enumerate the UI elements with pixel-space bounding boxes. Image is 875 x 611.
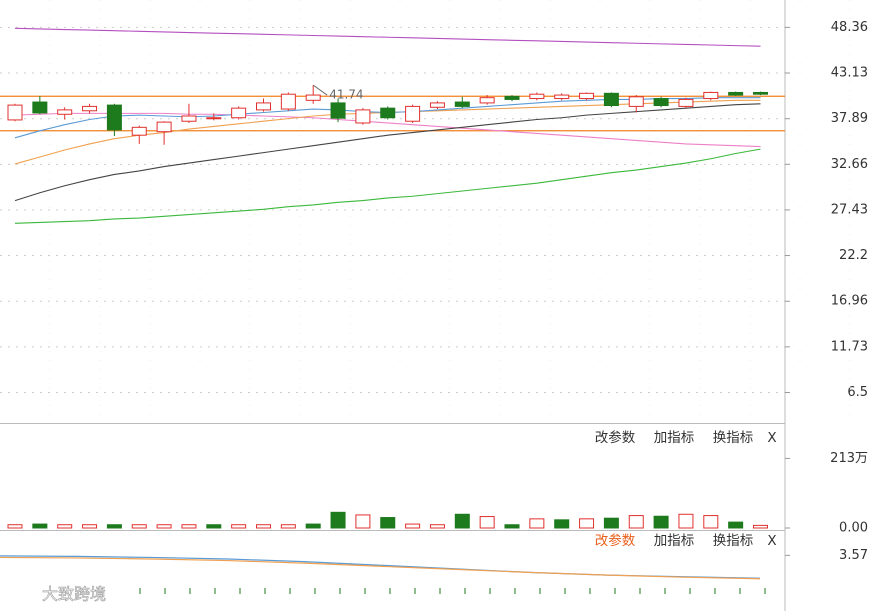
indicator-button[interactable]: X [767, 430, 776, 446]
ma-line [14, 148, 761, 224]
ma-line [14, 27, 761, 47]
indicator-button[interactable]: 改参数 [595, 429, 636, 446]
candle-body [753, 91, 768, 95]
candle-body [703, 91, 719, 100]
volume-bar [728, 521, 744, 529]
volume-bar [454, 513, 470, 529]
y-tick-label: 37.89 [831, 111, 868, 126]
candle-body [355, 109, 371, 124]
indicator-line [0, 556, 761, 580]
indicator-button[interactable]: 换指标 [713, 533, 754, 549]
candle-body [628, 96, 644, 107]
candle-body [305, 94, 321, 101]
volume-bar [554, 519, 570, 529]
candle-body [206, 117, 222, 120]
candle-body [653, 98, 669, 107]
candle-body [405, 105, 421, 122]
volume-bar [181, 524, 197, 529]
volume-bar [405, 523, 421, 529]
y-tick-label: 16.96 [831, 294, 868, 309]
volume-bar [603, 517, 619, 529]
y-tick-label: 0.00 [839, 521, 868, 536]
volume-bar [504, 524, 520, 529]
y-tick-label: 22.2 [839, 248, 868, 263]
candle-body [579, 92, 595, 100]
volume-bar [82, 524, 98, 529]
y-tick-label: 213万 [830, 451, 868, 466]
volume-bar [57, 524, 73, 529]
y-tick-label: 27.43 [831, 202, 868, 217]
indicator-button[interactable]: 换指标 [713, 430, 754, 446]
watermark: 大致跨境 [42, 585, 106, 604]
candle-body [429, 102, 445, 108]
candle-body [554, 94, 570, 100]
volume-bar [131, 524, 147, 529]
volume-bar [429, 524, 445, 529]
volume-bar [653, 515, 669, 529]
candle-body [728, 91, 744, 96]
volume-bar [7, 524, 23, 529]
candle-body [57, 109, 73, 115]
volume-bar [305, 523, 321, 529]
volume-bar [330, 511, 346, 529]
candle-body [231, 107, 247, 119]
candle-body [603, 92, 619, 107]
indicator-button[interactable]: 加指标 [654, 533, 695, 549]
candle-body [454, 101, 470, 107]
volume-bar [355, 514, 371, 529]
candle-body [529, 93, 545, 100]
volume-bar [703, 515, 719, 529]
candle-body [106, 104, 122, 131]
y-tick-label: 43.13 [831, 66, 868, 81]
candle-body [280, 93, 296, 110]
ma-line [14, 112, 761, 148]
candle-body [504, 95, 520, 100]
volume-bar [678, 513, 694, 529]
y-tick-label: 3.57 [839, 548, 868, 563]
volume-bar [579, 518, 595, 529]
candle-body [181, 115, 197, 122]
volume-bar [231, 524, 247, 529]
candle-body [156, 121, 172, 133]
volume-bar [529, 518, 545, 529]
candle-body [256, 102, 271, 111]
y-tick-label: 11.73 [831, 339, 868, 354]
candle-body [82, 105, 98, 112]
candle-body [380, 107, 396, 119]
candle-body [330, 102, 346, 119]
y-tick-label: 6.5 [847, 385, 868, 400]
candle-body [678, 98, 694, 107]
candle-body [32, 101, 48, 114]
candle-body [131, 126, 147, 136]
candle-body [479, 97, 495, 104]
max-label: 41.74 [329, 88, 363, 102]
candle-body [7, 104, 23, 121]
indicator-button[interactable]: 改参数 [595, 532, 636, 549]
volume-bar [380, 517, 396, 529]
volume-bar [479, 516, 495, 529]
y-tick-label: 32.66 [831, 157, 868, 172]
volume-bar [206, 524, 222, 529]
y-tick-label: 48.36 [831, 20, 868, 35]
volume-bar [32, 523, 48, 529]
volume-bar [628, 515, 644, 529]
volume-bar [156, 524, 172, 529]
volume-bar [106, 524, 122, 529]
indicator-button[interactable]: 加指标 [654, 430, 695, 446]
volume-bar [280, 524, 296, 529]
volume-bar [256, 524, 271, 529]
volume-bar [753, 524, 768, 529]
indicator-button[interactable]: X [767, 533, 776, 549]
max-marker [312, 84, 328, 96]
